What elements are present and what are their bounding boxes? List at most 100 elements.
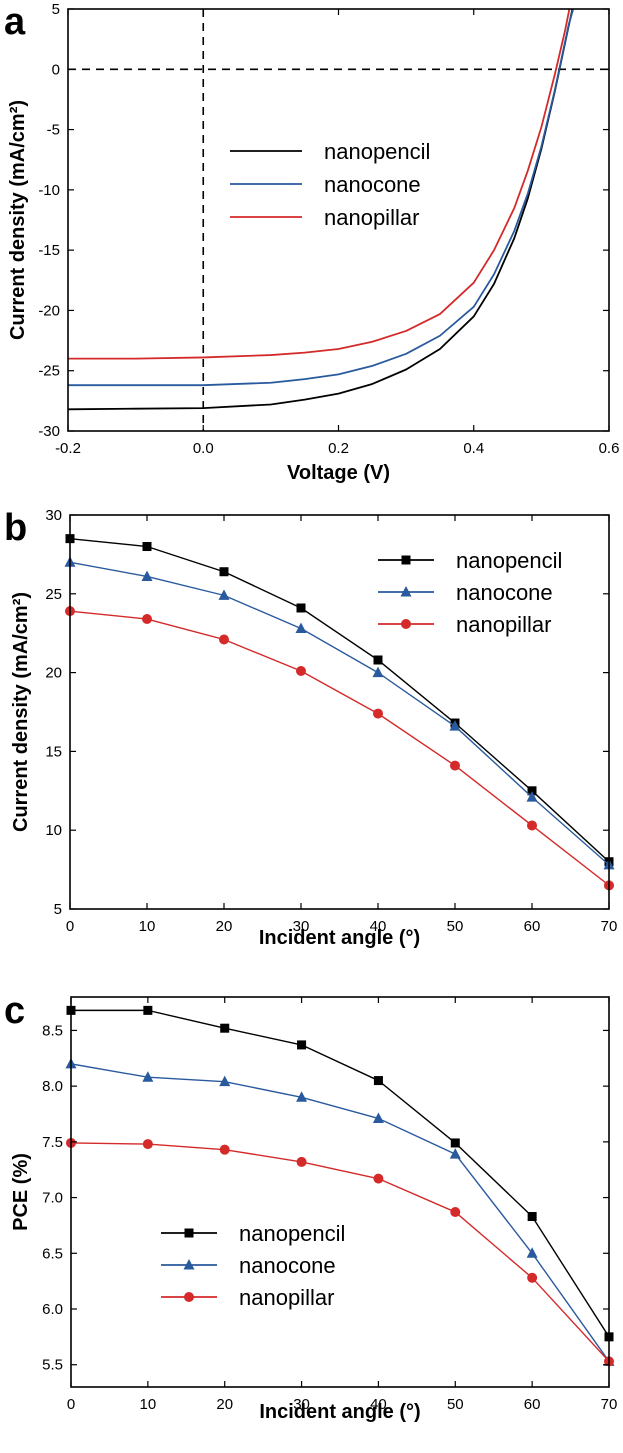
legend-label-nanopencil: nanopencil [239,1221,345,1246]
y-tick-label: 7.5 [42,1134,63,1151]
panel-letter: b [4,507,27,549]
series-line-nanocone [70,561,609,866]
chart-panel-a: a -0.2 0.0 0.2 0.4 0.6 5 0 -5 -10 -15 -20 -25 -30 Volt… [4,1,620,484]
data-point-nanopillar-4 [373,1173,384,1184]
data-point-nanopencil-1 [142,542,152,552]
legend-label-nanopillar: nanopillar [324,205,419,230]
y-tick-label: 5 [54,901,62,918]
plot-frame [70,996,610,1388]
series-line-nanopencil [71,1009,609,1338]
x-tick-label: -0.2 [55,440,81,457]
x-tick-label: 0 [66,918,74,935]
x-tick-label: 40 [370,1396,387,1413]
y-tick-label: 15 [45,743,62,760]
x-tick-label: 0.6 [599,440,620,457]
y-tick-label: 5.5 [42,1357,63,1374]
data-point-nanocone-3 [296,1091,308,1102]
data-point-nanocone-5 [449,720,461,731]
y-tick-label: 8.0 [42,1078,63,1095]
legend: nanopencil nanocone nanopillar [161,1221,345,1310]
data-point-nanopencil-3 [297,1040,307,1050]
series-line-nanocone [68,9,575,387]
plot-frame [69,514,610,910]
x-tick-label: 0.2 [328,440,349,457]
x-tick-label: 20 [216,1396,233,1413]
data-point-nanopillar-4 [373,708,383,719]
series-line-nanopencil [70,537,609,863]
data-point-nanopillar-3 [296,1156,307,1167]
data-point-nanopencil-3 [296,603,306,613]
y-tick-label: 20 [45,665,62,682]
y-axis-title: Current density (mA/cm²) [10,592,32,832]
series-line-nanopillar [71,1142,609,1362]
y-tick-label: 0 [52,61,60,78]
x-tick-label: 60 [524,1396,541,1413]
x-tick-label: 0.0 [193,440,214,457]
y-tick-label: 6.5 [42,1245,63,1262]
legend-label-nanopencil: nanopencil [456,548,562,573]
data-point-nanopillar-3 [296,666,306,677]
data-point-nanocone-1 [142,1071,154,1082]
x-tick-label: 70 [601,1396,618,1413]
data-point-nanopillar-1 [142,614,152,625]
data-point-nanopencil-2 [219,567,229,577]
series-line-nanopillar [70,610,609,886]
legend-marker-nanopillar [184,1292,194,1302]
series-line-nanocone [71,1063,609,1362]
y-axis-title: PCE (%) [10,1153,32,1231]
data-point-nanopillar-2 [219,634,229,645]
data-point-nanocone-1 [141,570,153,581]
y-axis-title: Current density (mA/cm²) [7,100,29,340]
x-tick-label: 30 [293,918,310,935]
x-tick-label: 0.4 [463,440,484,457]
series-nanopillar [65,606,614,891]
x-tick-label: 60 [524,918,541,935]
panel-letter: a [4,1,26,43]
x-axis-title: Voltage (V) [287,462,390,484]
data-point-nanopillar-6 [527,820,537,831]
x-tick-label: 70 [601,918,618,935]
y-tick-label: -25 [38,363,60,380]
y-tick-label: 6.0 [42,1301,63,1318]
data-point-nanocone-6 [526,791,538,802]
y-tick-label: 8.5 [42,1022,63,1039]
legend-label-nanocone: nanocone [456,580,553,605]
data-point-nanopencil-1 [143,1005,153,1015]
data-point-nanocone-5 [449,1148,461,1159]
x-tick-label: 20 [216,918,233,935]
y-tick-label: 10 [45,822,62,839]
legend-label-nanopillar: nanopillar [456,612,551,637]
series-nanopencil [68,9,574,411]
legend: nanopencil nanocone nanopillar [230,139,430,230]
legend-label-nanopillar: nanopillar [239,1285,334,1310]
y-tick-label: -20 [38,302,60,319]
y-tick-label: 7.0 [42,1190,63,1207]
legend-label-nanocone: nanocone [324,172,421,197]
series-line-nanopencil [68,9,574,411]
data-point-nanocone-2 [218,589,230,600]
data-point-nanopencil-4 [373,1076,383,1086]
series-nanopencil [66,1005,614,1342]
data-point-nanocone-4 [372,666,384,678]
legend: nanopencil nanocone nanopillar [378,548,562,637]
data-point-nanopencil-4 [373,655,383,665]
x-axis-title: Incident angle (°) [259,1401,420,1423]
data-point-nanocone-3 [295,622,307,633]
legend-marker-nanopillar [401,619,411,629]
legend-label-nanocone: nanocone [239,1253,336,1278]
legend-marker-nanocone [400,586,412,597]
series-nanocone [65,1057,615,1366]
x-tick-label: 50 [447,1396,464,1413]
data-point-nanopillar-6 [527,1272,538,1283]
data-point-nanocone-2 [219,1075,231,1087]
series-nanocone [64,556,615,870]
x-tick-label: 40 [370,918,387,935]
x-tick-label: 30 [293,1396,310,1413]
x-axis-title: Incident angle (°) [259,927,420,949]
legend-marker-nanopencil [401,555,411,565]
data-point-nanopencil-2 [220,1023,230,1033]
legend-marker-nanopencil [184,1228,194,1238]
data-point-nanopencil-6 [527,1212,537,1222]
